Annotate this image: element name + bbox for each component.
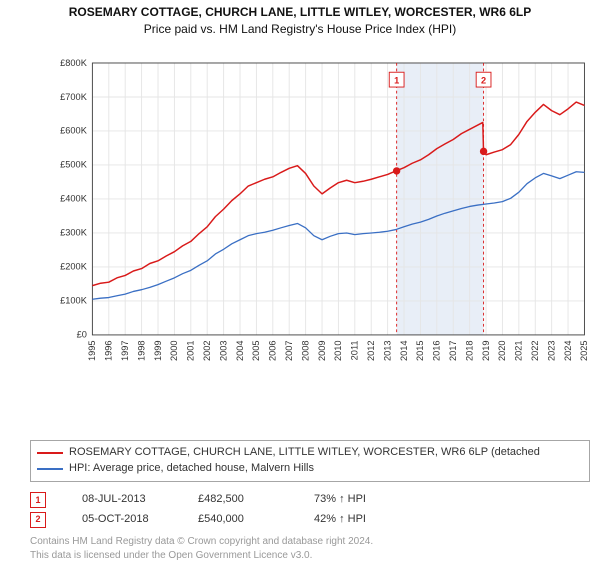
svg-text:£100K: £100K [60, 296, 88, 306]
svg-text:2022: 2022 [530, 340, 540, 361]
dp-price-1: £482,500 [198, 490, 278, 510]
datapoint-table: 1 08-JUL-2013 £482,500 73% ↑ HPI 2 05-OC… [30, 490, 590, 530]
svg-text:2014: 2014 [399, 340, 409, 361]
svg-text:2010: 2010 [333, 340, 343, 361]
svg-text:2024: 2024 [563, 340, 573, 361]
dp-date-1: 08-JUL-2013 [82, 490, 162, 510]
legend-label-2: HPI: Average price, detached house, Malv… [69, 461, 314, 477]
svg-text:2015: 2015 [415, 340, 425, 361]
svg-text:1999: 1999 [153, 340, 163, 361]
svg-text:2020: 2020 [497, 340, 507, 361]
svg-text:£200K: £200K [60, 262, 88, 272]
dp-pct-1: 73% ↑ HPI [314, 490, 394, 510]
svg-text:2012: 2012 [366, 340, 376, 361]
svg-text:2011: 2011 [350, 340, 360, 360]
chart-title: ROSEMARY COTTAGE, CHURCH LANE, LITTLE WI… [0, 4, 600, 21]
legend-swatch-1 [37, 452, 63, 454]
chart-title-block: ROSEMARY COTTAGE, CHURCH LANE, LITTLE WI… [0, 0, 600, 38]
legend-row-series1: ROSEMARY COTTAGE, CHURCH LANE, LITTLE WI… [37, 445, 583, 461]
legend-label-1: ROSEMARY COTTAGE, CHURCH LANE, LITTLE WI… [69, 445, 540, 461]
legend-row-series2: HPI: Average price, detached house, Malv… [37, 461, 583, 477]
svg-text:£800K: £800K [60, 58, 88, 68]
marker-box-1: 1 [30, 492, 46, 508]
svg-text:2021: 2021 [514, 340, 524, 361]
svg-text:2018: 2018 [464, 340, 474, 361]
svg-text:£600K: £600K [60, 126, 88, 136]
svg-text:£400K: £400K [60, 194, 88, 204]
datapoint-row-2: 2 05-OCT-2018 £540,000 42% ↑ HPI [30, 510, 590, 530]
svg-text:2007: 2007 [284, 340, 294, 361]
svg-text:2016: 2016 [432, 340, 442, 361]
svg-text:2025: 2025 [579, 340, 589, 361]
legend-swatch-2 [37, 468, 63, 470]
footer-line-1: Contains HM Land Registry data © Crown c… [30, 535, 590, 549]
chart-subtitle: Price paid vs. HM Land Registry's House … [0, 21, 600, 38]
price-chart: £0 £100K £200K £300K £400K £500K £600K £700K £80… [48, 44, 590, 402]
dp-date-2: 05-OCT-2018 [82, 510, 162, 530]
footer-attribution: Contains HM Land Registry data © Crown c… [30, 535, 590, 562]
chart-svg: £0 £100K £200K £300K £400K £500K £600K £700K £80… [48, 44, 590, 402]
svg-text:2003: 2003 [218, 340, 228, 361]
svg-text:£300K: £300K [60, 228, 88, 238]
svg-text:2006: 2006 [268, 340, 278, 361]
legend: ROSEMARY COTTAGE, CHURCH LANE, LITTLE WI… [30, 440, 590, 482]
svg-text:1: 1 [394, 75, 399, 85]
dp-pct-2: 42% ↑ HPI [314, 510, 394, 530]
footer-line-2: This data is licensed under the Open Gov… [30, 549, 590, 562]
svg-text:2013: 2013 [382, 340, 392, 361]
svg-text:2009: 2009 [317, 340, 327, 361]
svg-text:1995: 1995 [87, 340, 97, 361]
svg-text:2017: 2017 [448, 340, 458, 361]
svg-text:2000: 2000 [169, 340, 179, 361]
svg-text:2004: 2004 [235, 340, 245, 361]
svg-text:2023: 2023 [546, 340, 556, 361]
dp-price-2: £540,000 [198, 510, 278, 530]
svg-text:1997: 1997 [120, 340, 130, 361]
svg-text:1998: 1998 [136, 340, 146, 361]
svg-text:£500K: £500K [60, 160, 88, 170]
marker-box-2: 2 [30, 512, 46, 528]
svg-text:2008: 2008 [300, 340, 310, 361]
svg-text:1996: 1996 [104, 340, 114, 361]
svg-text:2: 2 [481, 75, 486, 85]
datapoint-row-1: 1 08-JUL-2013 £482,500 73% ↑ HPI [30, 490, 590, 510]
svg-text:£700K: £700K [60, 92, 88, 102]
svg-text:2005: 2005 [251, 340, 261, 361]
svg-text:2019: 2019 [481, 340, 491, 361]
svg-text:2002: 2002 [202, 340, 212, 361]
svg-text:£0: £0 [77, 330, 87, 340]
svg-text:2001: 2001 [186, 340, 196, 361]
